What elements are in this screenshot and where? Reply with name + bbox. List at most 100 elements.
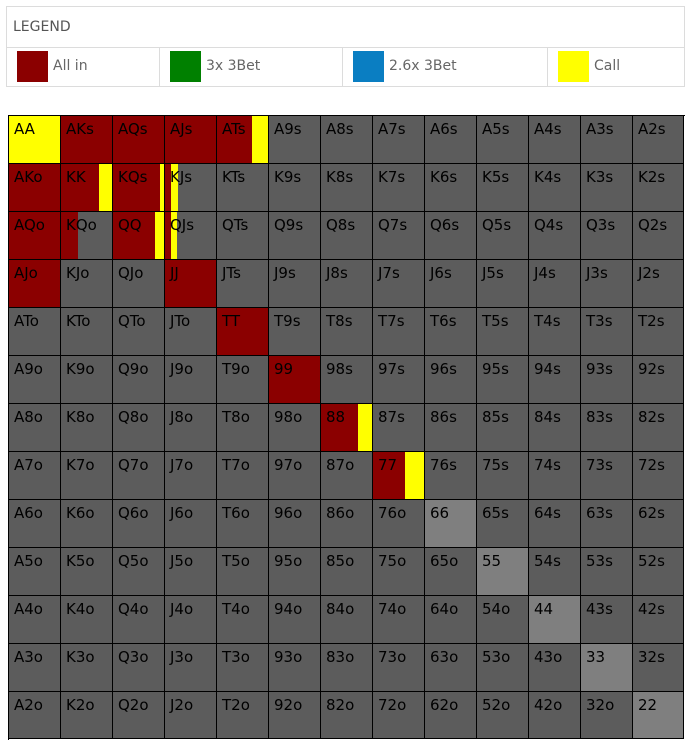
hand-cell-k8o[interactable]: K8o xyxy=(61,404,113,452)
hand-cell-j9s[interactable]: J9s xyxy=(269,260,321,308)
hand-cell-65o[interactable]: 65o xyxy=(425,548,477,596)
hand-cell-32o[interactable]: 32o xyxy=(581,692,633,739)
hand-cell-a3s[interactable]: A3s xyxy=(581,116,633,164)
hand-cell-k5o[interactable]: K5o xyxy=(61,548,113,596)
hand-cell-q7o[interactable]: Q7o xyxy=(113,452,165,500)
hand-cell-52s[interactable]: 52s xyxy=(633,548,684,596)
hand-cell-42o[interactable]: 42o xyxy=(529,692,581,739)
hand-cell-a7o[interactable]: A7o xyxy=(9,452,61,500)
hand-cell-33[interactable]: 33 xyxy=(581,644,633,692)
hand-cell-j4s[interactable]: J4s xyxy=(529,260,581,308)
hand-cell-43s[interactable]: 43s xyxy=(581,596,633,644)
hand-cell-q8s[interactable]: Q8s xyxy=(321,212,373,260)
hand-cell-98s[interactable]: 98s xyxy=(321,356,373,404)
hand-cell-87o[interactable]: 87o xyxy=(321,452,373,500)
hand-cell-qq[interactable]: QQ xyxy=(113,212,165,260)
hand-cell-j4o[interactable]: J4o xyxy=(165,596,217,644)
hand-cell-a3o[interactable]: A3o xyxy=(9,644,61,692)
hand-cell-q6o[interactable]: Q6o xyxy=(113,500,165,548)
hand-cell-t4o[interactable]: T4o xyxy=(217,596,269,644)
hand-cell-93o[interactable]: 93o xyxy=(269,644,321,692)
hand-cell-k7s[interactable]: K7s xyxy=(373,164,425,212)
hand-cell-t7s[interactable]: T7s xyxy=(373,308,425,356)
hand-cell-a9o[interactable]: A9o xyxy=(9,356,61,404)
hand-cell-ako[interactable]: AKo xyxy=(9,164,61,212)
hand-cell-q9s[interactable]: Q9s xyxy=(269,212,321,260)
hand-cell-43o[interactable]: 43o xyxy=(529,644,581,692)
hand-cell-97s[interactable]: 97s xyxy=(373,356,425,404)
hand-cell-74s[interactable]: 74s xyxy=(529,452,581,500)
hand-cell-93s[interactable]: 93s xyxy=(581,356,633,404)
hand-cell-52o[interactable]: 52o xyxy=(477,692,529,739)
hand-cell-a6o[interactable]: A6o xyxy=(9,500,61,548)
hand-cell-j5o[interactable]: J5o xyxy=(165,548,217,596)
hand-cell-64s[interactable]: 64s xyxy=(529,500,581,548)
hand-cell-92s[interactable]: 92s xyxy=(633,356,684,404)
hand-cell-j5s[interactable]: J5s xyxy=(477,260,529,308)
hand-cell-jts[interactable]: JTs xyxy=(217,260,269,308)
hand-cell-85o[interactable]: 85o xyxy=(321,548,373,596)
hand-cell-22[interactable]: 22 xyxy=(633,692,684,739)
hand-cell-kjs[interactable]: KJs xyxy=(165,164,217,212)
hand-cell-kqo[interactable]: KQo xyxy=(61,212,113,260)
hand-cell-aqo[interactable]: AQo xyxy=(9,212,61,260)
hand-cell-kts[interactable]: KTs xyxy=(217,164,269,212)
hand-cell-53s[interactable]: 53s xyxy=(581,548,633,596)
hand-cell-k5s[interactable]: K5s xyxy=(477,164,529,212)
hand-cell-63s[interactable]: 63s xyxy=(581,500,633,548)
hand-cell-q9o[interactable]: Q9o xyxy=(113,356,165,404)
hand-cell-q8o[interactable]: Q8o xyxy=(113,404,165,452)
hand-cell-k2o[interactable]: K2o xyxy=(61,692,113,739)
hand-cell-kjo[interactable]: KJo xyxy=(61,260,113,308)
hand-cell-84o[interactable]: 84o xyxy=(321,596,373,644)
hand-cell-k3s[interactable]: K3s xyxy=(581,164,633,212)
hand-cell-q3o[interactable]: Q3o xyxy=(113,644,165,692)
hand-cell-j7s[interactable]: J7s xyxy=(373,260,425,308)
hand-cell-72o[interactable]: 72o xyxy=(373,692,425,739)
hand-cell-82s[interactable]: 82s xyxy=(633,404,684,452)
hand-cell-ajs[interactable]: AJs xyxy=(165,116,217,164)
hand-cell-aa[interactable]: AA xyxy=(9,116,61,164)
hand-cell-99[interactable]: 99 xyxy=(269,356,321,404)
hand-cell-k8s[interactable]: K8s xyxy=(321,164,373,212)
hand-cell-j3o[interactable]: J3o xyxy=(165,644,217,692)
hand-cell-a6s[interactable]: A6s xyxy=(425,116,477,164)
hand-cell-77[interactable]: 77 xyxy=(373,452,425,500)
hand-cell-42s[interactable]: 42s xyxy=(633,596,684,644)
hand-cell-kk[interactable]: KK xyxy=(61,164,113,212)
hand-cell-q7s[interactable]: Q7s xyxy=(373,212,425,260)
hand-cell-55[interactable]: 55 xyxy=(477,548,529,596)
hand-cell-76o[interactable]: 76o xyxy=(373,500,425,548)
hand-cell-65s[interactable]: 65s xyxy=(477,500,529,548)
hand-cell-44[interactable]: 44 xyxy=(529,596,581,644)
hand-cell-q5o[interactable]: Q5o xyxy=(113,548,165,596)
hand-cell-86s[interactable]: 86s xyxy=(425,404,477,452)
hand-cell-qts[interactable]: QTs xyxy=(217,212,269,260)
hand-cell-t4s[interactable]: T4s xyxy=(529,308,581,356)
hand-cell-q3s[interactable]: Q3s xyxy=(581,212,633,260)
hand-cell-88[interactable]: 88 xyxy=(321,404,373,452)
hand-cell-jj[interactable]: JJ xyxy=(165,260,217,308)
hand-cell-t3o[interactable]: T3o xyxy=(217,644,269,692)
hand-cell-j6o[interactable]: J6o xyxy=(165,500,217,548)
hand-cell-95o[interactable]: 95o xyxy=(269,548,321,596)
hand-cell-qjs[interactable]: QJs xyxy=(165,212,217,260)
hand-cell-kto[interactable]: KTo xyxy=(61,308,113,356)
hand-cell-t2s[interactable]: T2s xyxy=(633,308,684,356)
hand-cell-54s[interactable]: 54s xyxy=(529,548,581,596)
hand-cell-a5o[interactable]: A5o xyxy=(9,548,61,596)
hand-cell-ats[interactable]: ATs xyxy=(217,116,269,164)
hand-cell-92o[interactable]: 92o xyxy=(269,692,321,739)
hand-cell-a4s[interactable]: A4s xyxy=(529,116,581,164)
hand-cell-q5s[interactable]: Q5s xyxy=(477,212,529,260)
hand-cell-a9s[interactable]: A9s xyxy=(269,116,321,164)
hand-cell-62o[interactable]: 62o xyxy=(425,692,477,739)
hand-cell-ajo[interactable]: AJo xyxy=(9,260,61,308)
hand-cell-53o[interactable]: 53o xyxy=(477,644,529,692)
hand-cell-q4o[interactable]: Q4o xyxy=(113,596,165,644)
hand-cell-tt[interactable]: TT xyxy=(217,308,269,356)
hand-cell-aqs[interactable]: AQs xyxy=(113,116,165,164)
hand-cell-q6s[interactable]: Q6s xyxy=(425,212,477,260)
hand-cell-87s[interactable]: 87s xyxy=(373,404,425,452)
hand-cell-a4o[interactable]: A4o xyxy=(9,596,61,644)
